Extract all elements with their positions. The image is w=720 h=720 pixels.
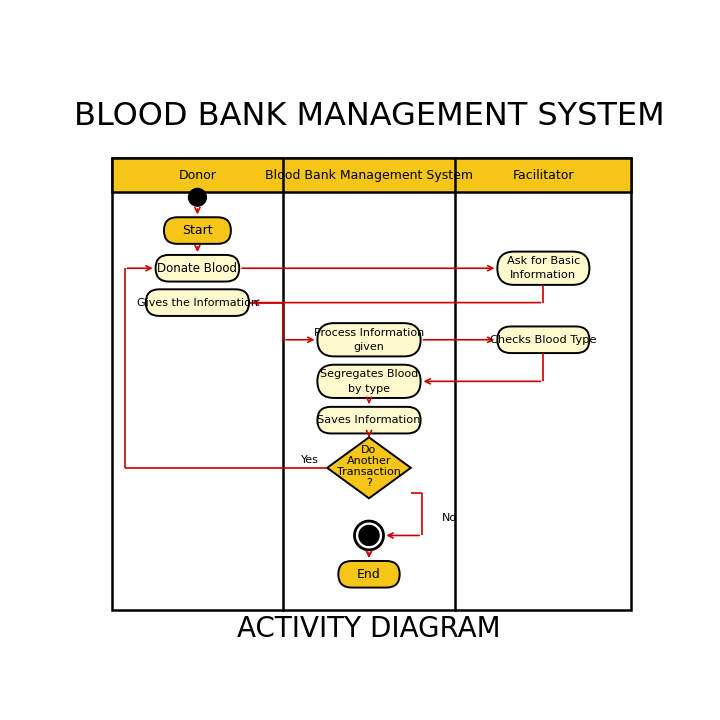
Text: Checks Blood Type: Checks Blood Type — [490, 335, 597, 345]
Circle shape — [354, 521, 384, 550]
FancyBboxPatch shape — [145, 289, 249, 316]
Text: Ask for Basic: Ask for Basic — [507, 256, 580, 266]
Circle shape — [359, 526, 379, 546]
Text: by type: by type — [348, 384, 390, 394]
Text: End: End — [357, 568, 381, 581]
Text: Donate Blood: Donate Blood — [158, 262, 238, 275]
Text: No: No — [442, 513, 457, 523]
Text: Facilitator: Facilitator — [513, 168, 574, 181]
Text: Donor: Donor — [179, 168, 216, 181]
Text: Start: Start — [182, 224, 212, 237]
FancyBboxPatch shape — [498, 326, 590, 353]
Text: Do: Do — [361, 445, 377, 455]
Text: Another: Another — [347, 456, 391, 466]
Text: Segregates Blood: Segregates Blood — [320, 369, 418, 379]
Text: ?: ? — [366, 478, 372, 488]
Bar — [112, 158, 631, 192]
Text: Process Information: Process Information — [314, 328, 424, 338]
FancyBboxPatch shape — [156, 255, 239, 282]
Text: Transaction: Transaction — [337, 467, 401, 477]
Text: Gives the Information: Gives the Information — [137, 297, 258, 307]
Text: given: given — [354, 342, 384, 352]
Text: ACTIVITY DIAGRAM: ACTIVITY DIAGRAM — [237, 615, 501, 643]
Circle shape — [189, 189, 207, 206]
FancyBboxPatch shape — [338, 561, 400, 588]
FancyBboxPatch shape — [164, 217, 231, 244]
Polygon shape — [327, 437, 411, 498]
FancyBboxPatch shape — [318, 365, 420, 398]
Bar — [112, 158, 631, 611]
FancyBboxPatch shape — [498, 251, 590, 285]
Bar — [112, 158, 631, 192]
Text: Blood Bank Management System: Blood Bank Management System — [265, 168, 473, 181]
Text: Yes: Yes — [302, 454, 320, 464]
FancyBboxPatch shape — [318, 407, 420, 433]
Text: Information: Information — [510, 271, 577, 281]
FancyBboxPatch shape — [318, 323, 420, 356]
Text: BLOOD BANK MANAGEMENT SYSTEM: BLOOD BANK MANAGEMENT SYSTEM — [73, 102, 665, 132]
Text: Saves Information: Saves Information — [318, 415, 420, 425]
